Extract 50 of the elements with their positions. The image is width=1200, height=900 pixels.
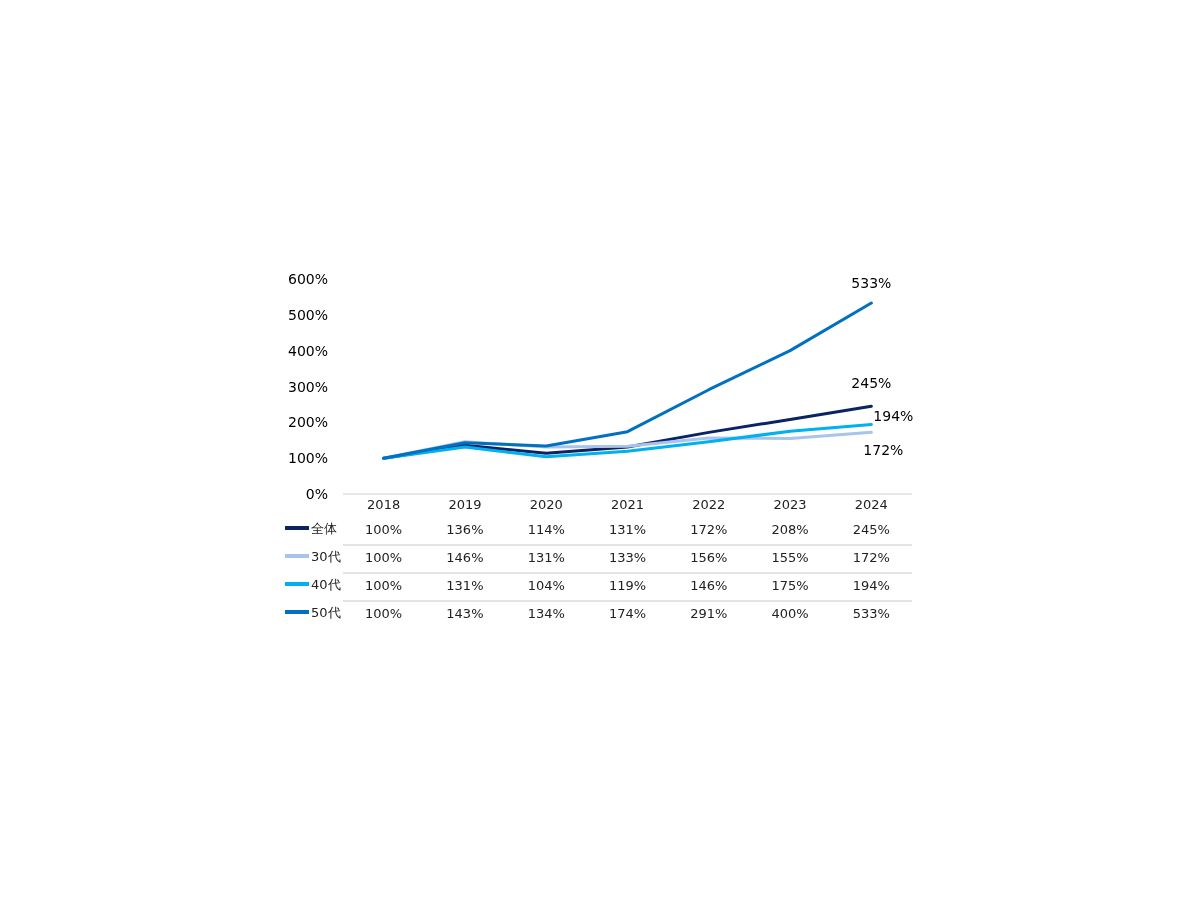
- data-label: 100%: [365, 550, 403, 565]
- data-label: 131%: [608, 522, 647, 537]
- legend-label: 30代: [311, 549, 341, 564]
- x-tick-label: 2020: [529, 497, 563, 512]
- data-label: 194%: [852, 578, 890, 593]
- annotation: 245%: [851, 375, 892, 392]
- y-tick-label: 400%: [287, 342, 328, 359]
- x-tick-label: 2019: [448, 497, 482, 512]
- legend-label: 50代: [311, 605, 341, 620]
- data-label: 100%: [365, 522, 403, 537]
- data-label: 156%: [690, 550, 728, 565]
- data-label: 133%: [608, 550, 647, 565]
- data-label: 146%: [446, 550, 484, 565]
- legend-label: 全体: [311, 521, 337, 536]
- data-label: 172%: [852, 550, 890, 565]
- x-tick-label: 2018: [367, 497, 401, 512]
- y-tick-label: 300%: [287, 378, 328, 395]
- data-label: 155%: [771, 550, 809, 565]
- y-tick-label: 200%: [287, 414, 328, 431]
- data-label: 114%: [527, 522, 565, 537]
- data-label: 245%: [852, 522, 890, 537]
- data-label: 208%: [771, 522, 809, 537]
- data-label: 174%: [608, 606, 647, 621]
- data-label: 100%: [365, 606, 403, 621]
- data-label: 291%: [690, 606, 728, 621]
- legend-label: 40代: [311, 577, 341, 592]
- y-tick-label: 100%: [287, 450, 328, 467]
- y-tick-label: 600%: [287, 271, 328, 287]
- data-label: 146%: [690, 578, 728, 593]
- data-label: 131%: [527, 550, 565, 565]
- data-label: 131%: [446, 578, 484, 593]
- y-tick-label: 0%: [305, 486, 328, 502]
- data-label: 533%: [852, 606, 890, 621]
- data-label: 136%: [446, 522, 484, 537]
- data-label: 172%: [690, 522, 728, 537]
- data-label: 175%: [771, 578, 809, 593]
- x-tick-label: 2022: [692, 497, 726, 512]
- data-label: 143%: [446, 606, 484, 621]
- annotation: 533%: [851, 275, 892, 292]
- annotation: 194%: [873, 408, 914, 425]
- x-tick-label: 2024: [854, 497, 888, 512]
- data-label: 104%: [527, 578, 565, 593]
- x-tick-label: 2021: [610, 497, 645, 512]
- data-label: 134%: [527, 606, 565, 621]
- data-label: 119%: [608, 578, 647, 593]
- data-label: 400%: [771, 606, 809, 621]
- annotation: 172%: [863, 442, 904, 459]
- data-label: 100%: [365, 578, 403, 593]
- x-tick-label: 2023: [773, 497, 807, 512]
- y-tick-label: 500%: [287, 306, 328, 323]
